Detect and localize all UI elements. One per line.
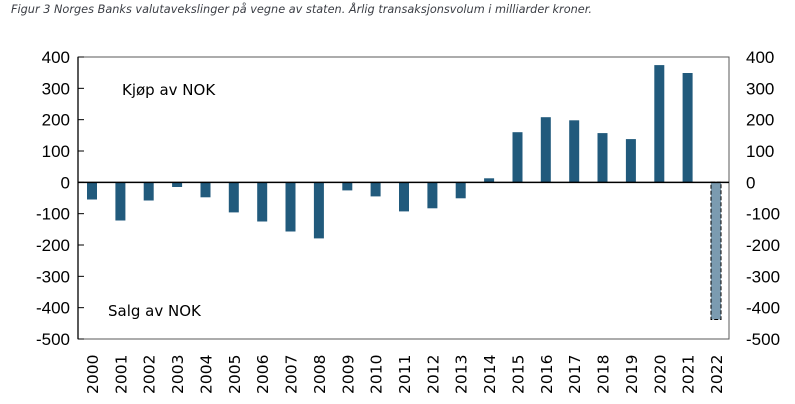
annotation-buy-nok: Kjøp av NOK	[122, 81, 216, 99]
secondary-y-tick-label: 0	[746, 173, 755, 192]
bar-2012	[427, 182, 438, 209]
x-tick-label: 2021	[680, 355, 698, 394]
bar-2003	[172, 182, 183, 187]
y-tick-label: -500	[36, 330, 70, 349]
x-tick-label: 2000	[84, 355, 102, 394]
x-tick-label: 2011	[396, 355, 414, 394]
x-tick-label: 2008	[311, 355, 329, 394]
bar-2019	[625, 139, 636, 183]
x-tick-label: 2007	[283, 355, 301, 394]
x-tick-label: 2004	[197, 355, 215, 394]
bar-2008	[313, 182, 324, 239]
y-tick-label: 0	[61, 173, 70, 192]
bar-estimate-2022	[710, 181, 722, 320]
x-tick-label: 2013	[453, 355, 471, 394]
bar-2017	[569, 120, 580, 183]
y-tick-label: 400	[42, 48, 70, 67]
y-tick-label: -200	[36, 236, 70, 255]
y-tick-label: -300	[36, 267, 70, 286]
x-tick-label: 2009	[339, 355, 357, 394]
secondary-y-tick-label: 300	[746, 79, 774, 98]
y-tick-label: -400	[36, 299, 70, 318]
bar-2009	[342, 182, 353, 191]
bar-2000	[87, 182, 97, 200]
secondary-y-tick-label: -200	[746, 236, 780, 255]
x-tick-label: 2022	[708, 355, 726, 394]
bar-2015	[512, 132, 523, 183]
bar-2006	[257, 182, 268, 222]
bar-2018	[597, 133, 608, 183]
bar-2007	[285, 182, 296, 232]
y-tick-label: 300	[42, 79, 70, 98]
x-tick-label: 2020	[651, 355, 669, 394]
x-tick-label: 2001	[112, 355, 130, 394]
secondary-y-tick-label: -500	[746, 330, 780, 349]
secondary-y-tick-label: 100	[746, 142, 774, 161]
x-tick-label: 2017	[566, 355, 584, 394]
bar-2005	[228, 182, 239, 213]
x-tick-label: 2018	[595, 355, 613, 394]
bar-2004	[200, 182, 211, 198]
x-axis-labels: 2000 2001 2002 2003 2004 2005 2006 2007 2008 2009…	[84, 355, 726, 394]
y-tick-label: 200	[42, 111, 70, 130]
secondary-y-tick-label: -400	[746, 299, 780, 318]
secondary-y-tick-label: -100	[746, 205, 780, 224]
bar-2002	[143, 182, 154, 201]
bar-2011	[399, 182, 409, 212]
secondary-y-tick-label: 400	[746, 48, 774, 67]
bar-2010	[370, 182, 381, 197]
bar-2001	[115, 182, 126, 221]
bar-2020	[654, 65, 665, 183]
x-tick-label: 2003	[169, 355, 187, 394]
x-tick-label: 2002	[141, 355, 159, 394]
bar-2016	[540, 117, 551, 183]
x-tick-label: 2012	[424, 355, 442, 394]
y-tick-label: 100	[42, 142, 70, 161]
bars	[87, 65, 722, 320]
x-tick-label: 2006	[254, 355, 272, 394]
annotation-sell-nok: Salg av NOK	[108, 302, 202, 320]
secondary-y-tick-label: 200	[746, 111, 774, 130]
x-tick-label: 2014	[481, 355, 499, 394]
x-tick-label: 2010	[368, 355, 386, 394]
bar-2014	[484, 178, 495, 183]
figure-caption: Figur 3 Norges Banks valutavekslinger på…	[11, 3, 592, 16]
right-y-axis: 400 300 200 100 0 -100 -200 -300 -400 -500	[746, 48, 780, 349]
bar-2013	[455, 182, 466, 199]
x-tick-label: 2019	[623, 355, 641, 394]
y-tick-label: -100	[36, 205, 70, 224]
x-tick-label: 2016	[538, 355, 556, 394]
secondary-y-tick-label: -300	[746, 267, 780, 286]
x-tick-label: 2005	[226, 355, 244, 394]
left-y-axis: 400 300 200 100 0 -100 -200 -300 -400 -500	[36, 48, 84, 349]
x-tick-label: 2015	[509, 355, 527, 394]
bar-2021	[682, 73, 693, 183]
